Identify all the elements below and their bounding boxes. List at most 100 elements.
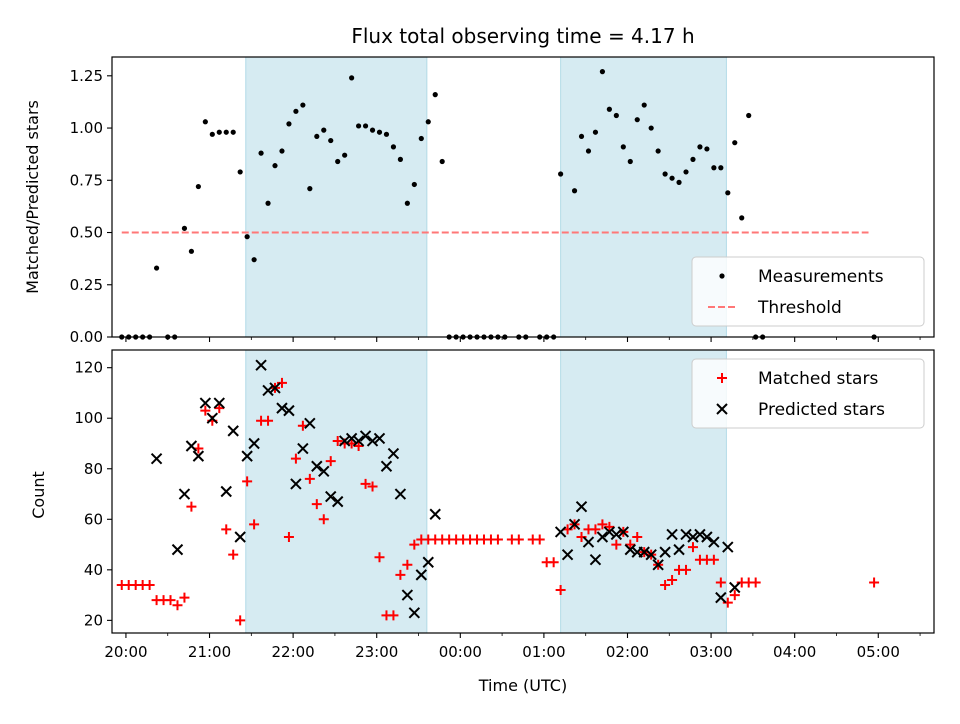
predicted-star-point — [666, 528, 678, 541]
measurement-point — [251, 257, 257, 263]
matched-star-point — [360, 478, 371, 489]
measurement-point — [418, 135, 424, 142]
predicted-star-point — [338, 435, 351, 447]
predicted-star-point — [610, 528, 623, 541]
matched-star-point — [625, 539, 636, 550]
matched-star-point — [576, 531, 587, 542]
measurement-point — [244, 234, 250, 240]
predicted-star-point — [408, 607, 421, 619]
count-panel: 20:00 21:00 22:00 23:00 00:00 01:00 02:00 03:00… — [29, 349, 935, 661]
matched-star-point — [611, 539, 622, 550]
x-tick-label: 04:00 — [773, 643, 816, 661]
measurement-point — [578, 133, 585, 140]
ratio-panel-frame — [111, 56, 935, 338]
matched-star-point — [409, 539, 420, 550]
predicted-star-point — [680, 528, 692, 541]
matched-star-point — [200, 405, 211, 416]
predicted-star-point — [589, 554, 602, 566]
predicted-star-point — [185, 440, 198, 452]
predicted-star-point — [394, 488, 407, 500]
predicted-star-point — [617, 526, 630, 538]
measurement-point — [153, 265, 160, 271]
measurement-point — [272, 163, 278, 169]
measurement-point — [383, 131, 390, 137]
predicted-star-point — [171, 543, 184, 556]
legend-x-marker — [716, 403, 728, 415]
predicted-star-point — [290, 478, 302, 490]
measurement-point — [404, 200, 410, 206]
measurement-point — [181, 225, 188, 231]
y-tick-label: 0.00 — [70, 328, 103, 346]
measurement-point — [342, 152, 348, 158]
measurement-point — [362, 123, 369, 129]
matched-star-point — [186, 501, 197, 512]
matched-star-point — [235, 615, 246, 626]
matched-star-point — [555, 585, 566, 596]
matched-star-point — [722, 597, 733, 608]
predicted-star-point — [638, 546, 650, 558]
predicted-star-point — [561, 548, 574, 561]
matched-star-point — [276, 377, 287, 388]
predicted-star-point — [387, 447, 400, 460]
matched-star-point — [179, 592, 190, 603]
predicted-star-point — [603, 526, 616, 538]
x-tick-label: 03:00 — [689, 643, 732, 661]
measurement-point — [258, 150, 264, 156]
legend-label: Threshold — [757, 298, 842, 318]
measurement-point — [592, 129, 599, 135]
matched-star-point — [548, 557, 559, 568]
y-tick-label: 60 — [84, 510, 103, 528]
measurement-point — [732, 140, 738, 146]
measurement-point — [655, 148, 661, 154]
measurement-point — [369, 127, 376, 133]
x-tick-label: 00:00 — [439, 643, 482, 661]
matched-star-point — [367, 481, 378, 492]
matched-star-point — [597, 519, 608, 530]
measurement-point — [307, 186, 313, 192]
legend-label: Matched stars — [758, 369, 878, 389]
predicted-star-point — [729, 581, 741, 594]
measurement-point — [718, 165, 724, 171]
matched-star-point — [869, 577, 880, 588]
x-tick-label: 01:00 — [522, 643, 565, 661]
measurement-point — [662, 171, 668, 177]
measurement-point — [328, 137, 334, 144]
measurement-point — [279, 148, 285, 154]
matched-star-point — [249, 519, 260, 530]
predicted-star-point — [701, 531, 713, 543]
matched-star-point — [332, 435, 343, 446]
matched-star-point — [311, 499, 322, 510]
measurement-point — [599, 69, 606, 75]
measurement-point — [223, 129, 229, 135]
measurement-point — [585, 148, 592, 154]
y-tick-label: 0.75 — [70, 171, 103, 189]
predicted-star-point — [262, 384, 274, 397]
predicted-star-point — [722, 541, 734, 553]
matched-star-point — [144, 579, 155, 590]
measurement-point — [676, 179, 682, 185]
predicted-star-point — [318, 465, 330, 477]
predicted-star-point — [227, 425, 239, 437]
matched-star-point — [374, 552, 385, 563]
y-tick-label: 20 — [84, 611, 103, 629]
predicted-star-point — [694, 528, 706, 541]
predicted-star-point — [554, 526, 567, 538]
predicted-star-point — [234, 531, 246, 543]
measurement-point — [335, 158, 341, 165]
measurement-point — [606, 106, 612, 112]
legend-plus-marker — [717, 373, 727, 383]
matched-star-point — [388, 610, 399, 621]
measurement-point — [571, 188, 578, 194]
predicted-star-point — [331, 495, 344, 508]
y-tick-label: 0.25 — [70, 276, 103, 294]
measurement-point — [376, 129, 383, 135]
matched-star-point — [715, 577, 726, 588]
measurement-point — [669, 175, 675, 181]
matched-star-point — [353, 441, 364, 452]
ratio-panel: 0.00 0.25 0.50 0.75 1.00 1.25 Matched/Predict… — [23, 56, 935, 346]
matched-star-point — [604, 521, 615, 532]
predicted-star-point — [708, 536, 720, 548]
y-tick-label: 120 — [74, 359, 103, 377]
measurement-point — [188, 248, 195, 254]
